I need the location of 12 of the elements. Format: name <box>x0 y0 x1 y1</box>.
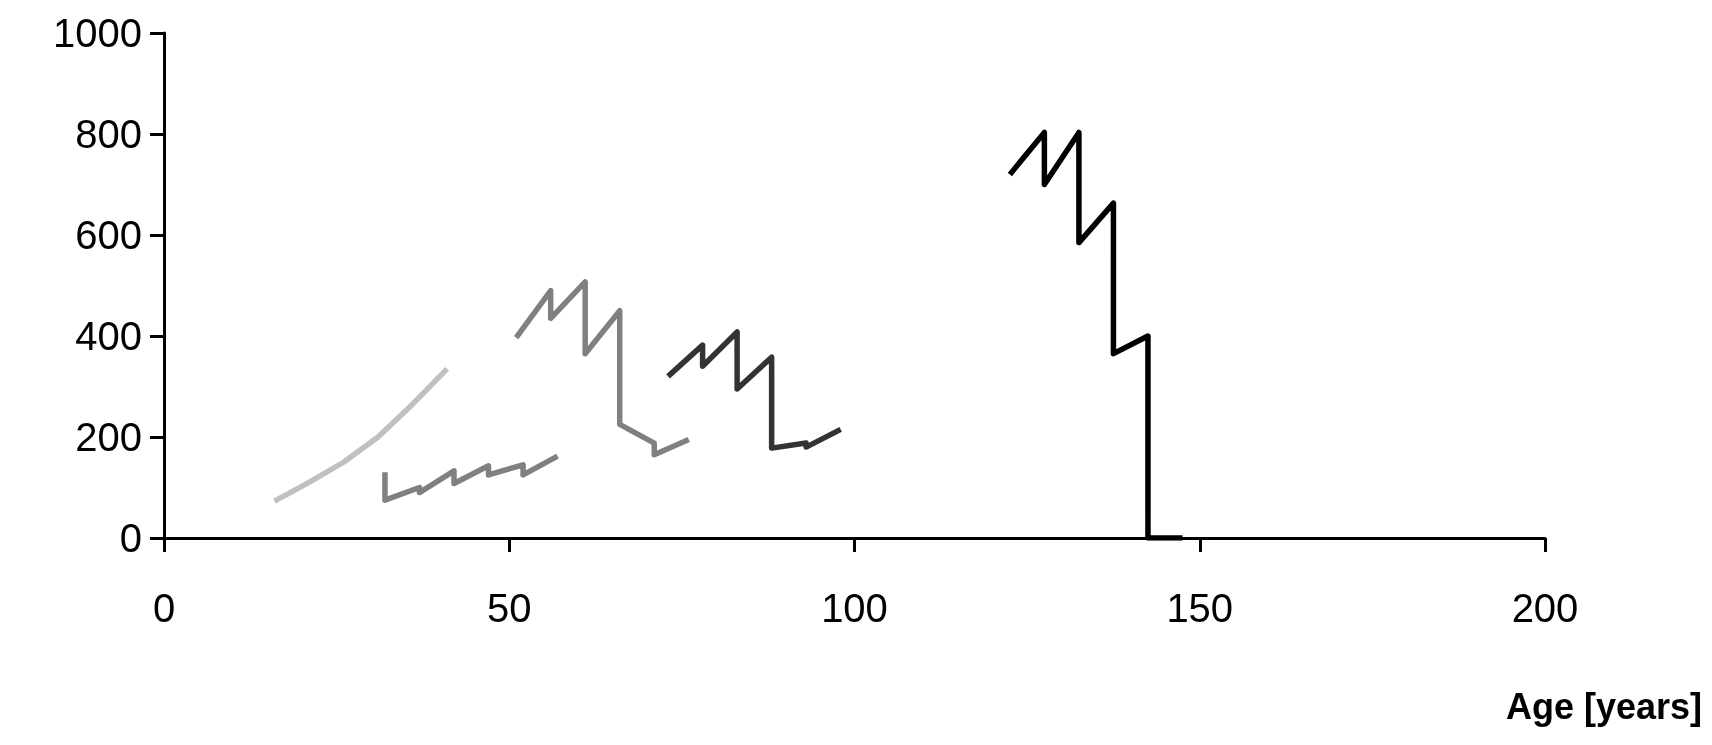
x-axis-title: Age [years] <box>1505 685 1703 727</box>
x-tick-label: 0 <box>152 586 176 630</box>
y-tick-label: 400 <box>75 314 142 358</box>
y-tick-label: 200 <box>75 415 142 459</box>
y-tick-label: 0 <box>119 516 142 560</box>
x-tick-label: 100 <box>821 586 888 630</box>
x-tick-label: 150 <box>1166 586 1234 630</box>
x-tick-label: 50 <box>487 586 532 630</box>
y-tick-label: 1000 <box>53 11 142 55</box>
x-tick-label: 200 <box>1511 586 1579 630</box>
y-tick-label: 600 <box>75 213 142 257</box>
y-tick-label: 800 <box>75 112 142 156</box>
